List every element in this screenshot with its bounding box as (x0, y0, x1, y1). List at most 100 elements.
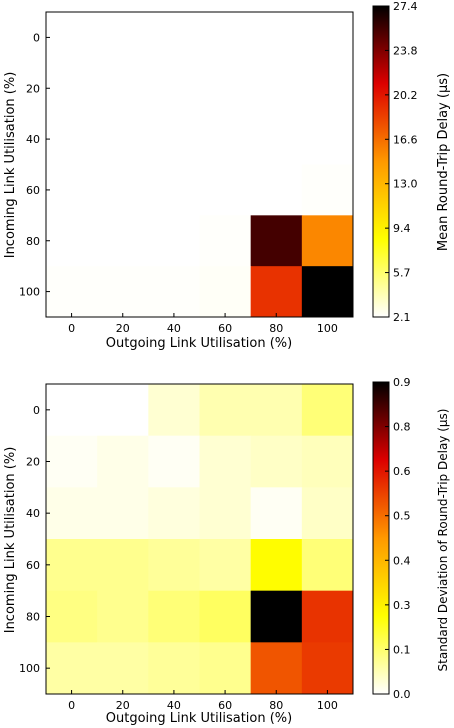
heatmap-cell (301, 266, 354, 318)
heatmap-cell (46, 539, 98, 592)
colorbar-tick-label: 13.0 (393, 178, 418, 191)
x-ticks: 0 20 40 60 80 100 (68, 690, 338, 712)
heatmap-cell (148, 590, 200, 643)
colorbar-tick-label: 0.0 (393, 688, 411, 701)
heatmap-cell (46, 487, 98, 540)
y-tick-label: 20 (26, 456, 40, 469)
heatmap-cell (148, 539, 200, 592)
heatmap-cell (148, 113, 200, 165)
colorbar-tick-label: 0.8 (393, 421, 411, 434)
heatmap-cell (148, 642, 200, 695)
colorbar (372, 5, 390, 318)
heatmap-cell (301, 539, 354, 592)
heatmap-cell (250, 435, 303, 488)
colorbar-tick-label: 16.6 (393, 133, 418, 146)
heatmap-cell (199, 12, 252, 64)
x-axis-label: Outgoing Link Utilisation (%) (106, 336, 292, 351)
colorbar-tick-label: 5.7 (393, 267, 411, 280)
y-axis-label: Incoming Link Utilisation (%) (3, 447, 18, 634)
heatmap-cell (46, 62, 98, 115)
colorbar (372, 381, 390, 695)
y-tick-label: 100 (19, 286, 40, 299)
x-ticks: 0 20 40 60 80 100 (68, 313, 338, 335)
heatmap-cell (199, 642, 252, 695)
heatmap-cell (301, 384, 354, 437)
heatmap-cell (148, 12, 200, 64)
x-tick-label: 0 (68, 699, 75, 712)
y-tick-label: 0 (33, 404, 40, 417)
heatmap-cell (250, 384, 303, 437)
y-tick-label: 40 (26, 133, 40, 146)
heatmap-cell (97, 435, 149, 488)
heatmap-cell (148, 487, 200, 540)
colorbar-label: Standard Deviation of Round-Trip Delay (… (436, 409, 450, 672)
heatmap-cell (46, 215, 98, 267)
heatmap-cell (301, 590, 354, 643)
y-tick-label: 60 (26, 184, 40, 197)
heatmap-cell (97, 487, 149, 540)
heatmap-cell (148, 215, 200, 267)
colorbar-label: Mean Round-Trip Delay (μs) (436, 73, 451, 251)
y-tick-label: 60 (26, 559, 40, 572)
heatmap-cell (250, 642, 303, 695)
heatmap-cell (46, 435, 98, 488)
heatmap-cell (301, 12, 354, 64)
x-axis-label: Outgoing Link Utilisation (%) (106, 711, 292, 726)
x-tick-label: 100 (317, 699, 338, 712)
heatmap-cell (199, 539, 252, 592)
heatmap-cell (199, 62, 252, 115)
heatmap-cell (97, 266, 149, 318)
heatmap-cell (97, 62, 149, 115)
colorbar-tick-label: 0.9 (393, 376, 411, 389)
heatmap-cell (148, 164, 200, 216)
heatmap-cell (97, 590, 149, 643)
heatmap-cell (199, 590, 252, 643)
heatmap-cell (199, 435, 252, 488)
colorbar-tick-label: 27.4 (393, 0, 418, 13)
heatmap-cell (250, 487, 303, 540)
heatmap-cell (301, 62, 354, 115)
x-tick-label: 40 (167, 322, 181, 335)
heatmap-cell (97, 539, 149, 592)
heatmap-cell (46, 384, 98, 437)
x-tick-label: 40 (167, 699, 181, 712)
heatmap-cell (148, 435, 200, 488)
heatmap-cell (148, 384, 200, 437)
heatmap-cell (97, 164, 149, 216)
x-tick-label: 60 (218, 322, 232, 335)
heatmap-cell (199, 384, 252, 437)
heatmap-cell (97, 113, 149, 165)
colorbar-tick-label: 23.8 (393, 44, 418, 57)
heatmap-cell (301, 215, 354, 267)
heatmap-cell (301, 113, 354, 165)
colorbar-ticks: 2.1 5.7 9.4 13.0 16.6 20.2 23.8 27.4 (385, 0, 418, 324)
heatmap-cell (148, 62, 200, 115)
colorbar-tick-label: 20.2 (393, 89, 418, 102)
y-tick-label: 80 (26, 235, 40, 248)
y-tick-label: 20 (26, 82, 40, 95)
x-tick-label: 60 (218, 699, 232, 712)
y-tick-label: 80 (26, 611, 40, 624)
heatmap-cell (301, 435, 354, 488)
y-ticks: 0 20 40 60 80 100 (19, 31, 50, 299)
heatmap-cell (46, 164, 98, 216)
colorbar-tick-label: 2.1 (393, 311, 411, 324)
colorbar-tick-label: 0.4 (393, 554, 411, 567)
heatmap-cell (46, 12, 98, 64)
heatmap-cell (301, 487, 354, 540)
x-tick-label: 0 (68, 322, 75, 335)
heatmap-cell (250, 215, 303, 267)
x-tick-label: 100 (317, 322, 338, 335)
colorbar-tick-label: 9.4 (393, 222, 411, 235)
heatmap-cell (250, 164, 303, 216)
heatmap-cells (46, 384, 354, 695)
x-tick-label: 20 (116, 322, 130, 335)
y-ticks: 0 20 40 60 80 100 (19, 404, 50, 675)
heatmap-cell (250, 113, 303, 165)
heatmap-cells (46, 12, 354, 318)
heatmap-cell (301, 164, 354, 216)
heatmap-cell (250, 266, 303, 318)
heatmap-std-delay: 0 20 40 60 80 100 0 20 40 60 80 100 Outgoing Link … (3, 376, 450, 726)
heatmap-cell (250, 590, 303, 643)
